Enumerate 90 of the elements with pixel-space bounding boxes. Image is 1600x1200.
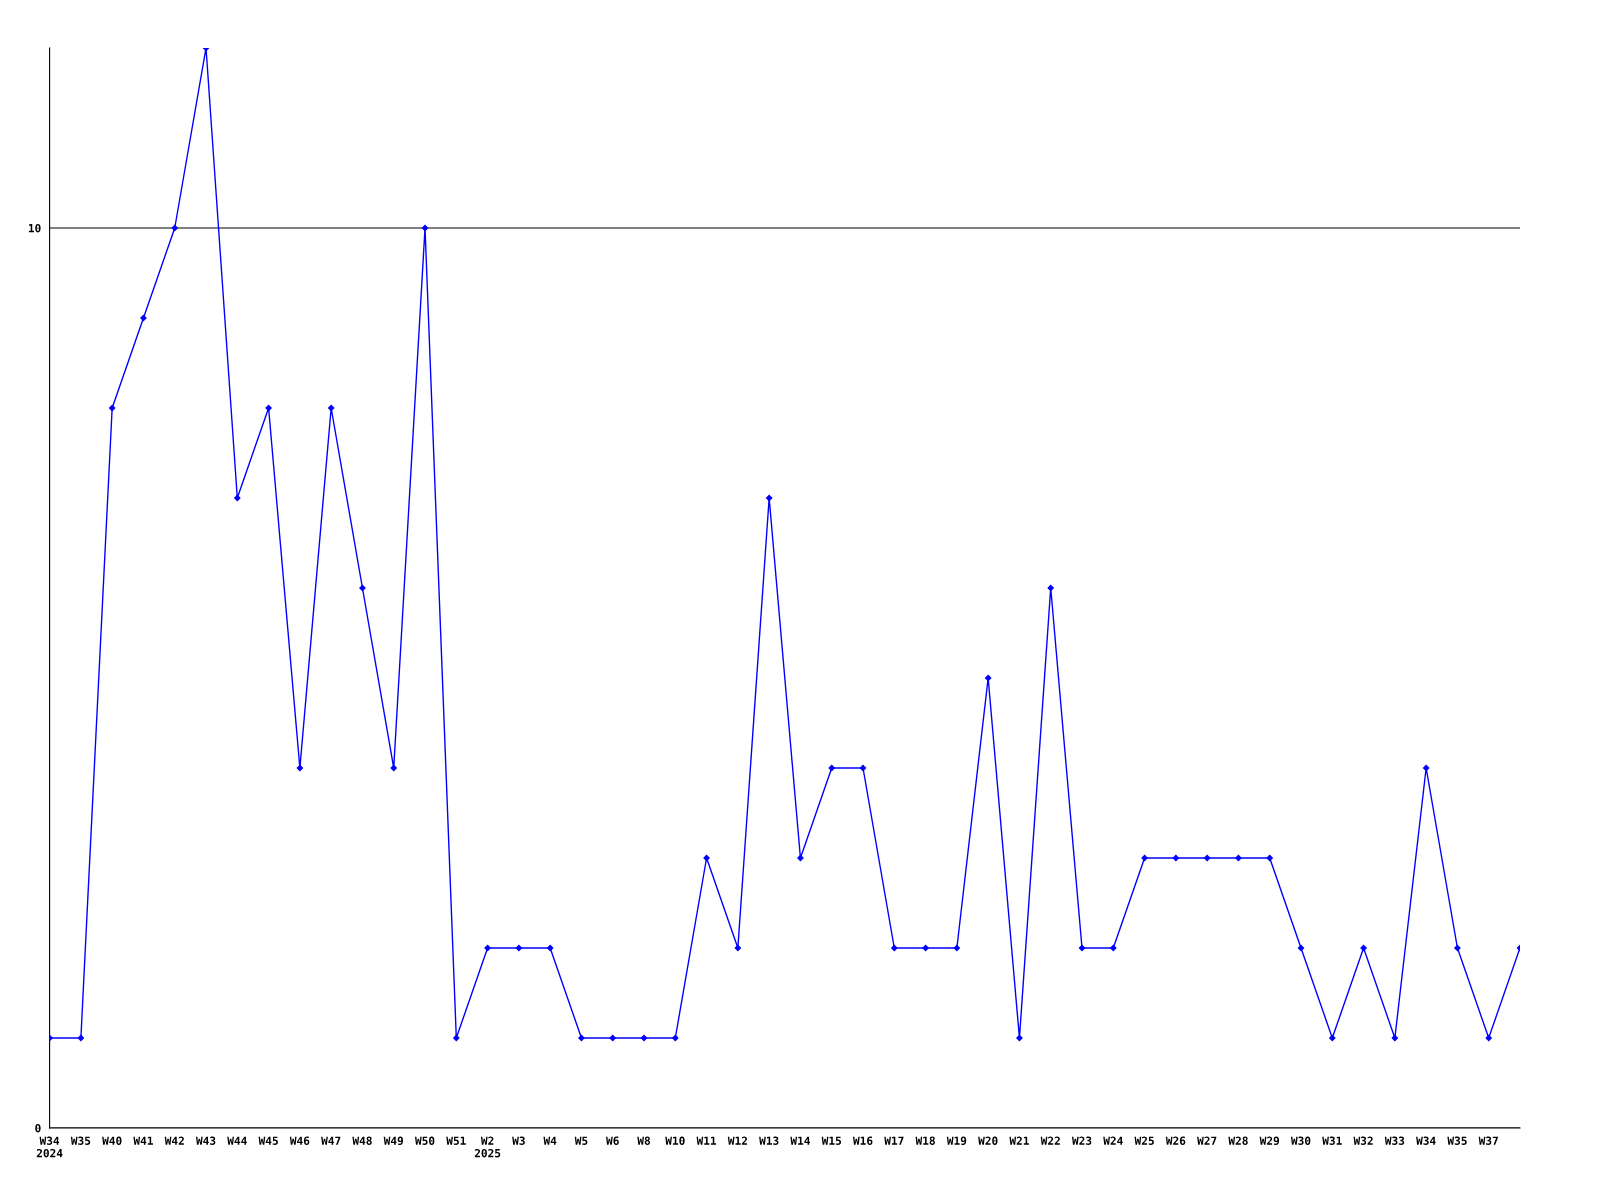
x-tick-label: W3 xyxy=(512,1136,525,1145)
x-tick-label: W29 xyxy=(1259,1136,1280,1145)
point xyxy=(296,764,304,772)
point xyxy=(390,764,397,772)
x-tick-label: W15 xyxy=(821,1136,842,1145)
point xyxy=(484,944,491,952)
x-tick-label: W44 xyxy=(227,1136,247,1145)
x-tick-label: W33 xyxy=(1384,1136,1405,1145)
x-tick-label: W30 xyxy=(1290,1136,1311,1145)
x-tick-label: W14 xyxy=(790,1136,810,1145)
x-tick-label: W34 xyxy=(1416,1136,1436,1145)
x-tick-label: W41 xyxy=(133,1136,153,1145)
x-tick-label: W37 xyxy=(1478,1136,1498,1145)
x-tick-label: W35 xyxy=(1447,1136,1467,1145)
x-tick-label: W48 xyxy=(352,1136,372,1145)
x-tick-label: W27 xyxy=(1197,1136,1217,1145)
x-tick-label: W20 xyxy=(978,1136,998,1145)
point xyxy=(1235,854,1242,862)
point xyxy=(1329,1034,1336,1042)
x-tick-label: W13 xyxy=(759,1136,779,1145)
x-tick-label: W8 xyxy=(637,1136,651,1145)
point xyxy=(265,404,272,412)
point xyxy=(547,944,554,952)
x-tick-label: W21 xyxy=(1009,1136,1029,1145)
x-tick-label: W10 xyxy=(665,1136,685,1145)
point xyxy=(515,944,523,952)
x-tick-label: W26 xyxy=(1165,1136,1186,1145)
point xyxy=(421,224,429,232)
point xyxy=(1203,854,1211,862)
point xyxy=(453,1034,460,1042)
point xyxy=(171,224,178,232)
x-tick-label: W11 xyxy=(696,1136,717,1145)
x-tick-label: W34 2024 xyxy=(36,1136,63,1158)
y-tick-label: 10 xyxy=(28,223,41,233)
point xyxy=(828,764,835,772)
point xyxy=(1047,584,1054,592)
point xyxy=(985,674,992,682)
point xyxy=(109,404,116,412)
point xyxy=(328,404,335,412)
point xyxy=(1110,944,1117,952)
point xyxy=(640,1034,648,1042)
x-tick-label: W42 xyxy=(164,1136,184,1145)
x-tick-label: W24 xyxy=(1103,1136,1123,1145)
x-tick-label: W12 xyxy=(727,1136,747,1145)
point xyxy=(1391,1034,1399,1042)
point xyxy=(359,584,366,592)
point xyxy=(77,1034,85,1042)
x-tick-label: W2 2025 xyxy=(474,1136,501,1158)
x-tick-label: W19 xyxy=(946,1136,967,1145)
point xyxy=(672,1034,679,1042)
x-tick-label: W31 xyxy=(1322,1136,1342,1145)
point xyxy=(1360,944,1367,952)
point xyxy=(922,944,929,952)
point xyxy=(1078,944,1086,952)
x-tick-label: W49 xyxy=(383,1136,404,1145)
point xyxy=(1172,854,1180,862)
x-tick-label: W46 xyxy=(289,1136,310,1145)
point xyxy=(891,944,898,952)
point xyxy=(609,1034,616,1042)
point xyxy=(766,494,773,502)
point xyxy=(1485,1034,1492,1042)
x-tick-label: W43 xyxy=(195,1136,216,1145)
x-tick-label: W28 xyxy=(1228,1136,1248,1145)
x-tick-label: W35 xyxy=(70,1136,91,1145)
x-tick-label: W4 xyxy=(543,1136,557,1145)
x-tick-label: W45 xyxy=(258,1136,278,1145)
y-tick-label: 0 xyxy=(35,1123,41,1133)
point xyxy=(234,494,241,502)
x-tick-label: W16 xyxy=(852,1136,873,1145)
x-tick-label: W22 xyxy=(1040,1136,1060,1145)
point xyxy=(1297,944,1305,952)
x-tick-label: W18 xyxy=(915,1136,935,1145)
x-tick-label: W6 xyxy=(606,1136,619,1145)
x-tick-label: W32 xyxy=(1353,1136,1373,1145)
x-tick-label: W51 xyxy=(446,1136,466,1145)
point xyxy=(703,854,710,862)
point xyxy=(1266,854,1273,862)
x-tick-label: W50 xyxy=(414,1136,435,1145)
point xyxy=(953,944,961,952)
point xyxy=(734,944,742,952)
x-tick-label: W47 xyxy=(321,1136,341,1145)
x-tick-label: W25 xyxy=(1134,1136,1154,1145)
x-tick-label: W23 xyxy=(1071,1136,1092,1145)
x-tick-label: W5 xyxy=(574,1136,588,1145)
x-tick-label: W40 xyxy=(102,1136,122,1145)
x-tick-label: W17 xyxy=(884,1136,904,1145)
point xyxy=(1422,764,1430,772)
point xyxy=(1454,944,1461,952)
point xyxy=(1141,854,1148,862)
point xyxy=(859,764,867,772)
